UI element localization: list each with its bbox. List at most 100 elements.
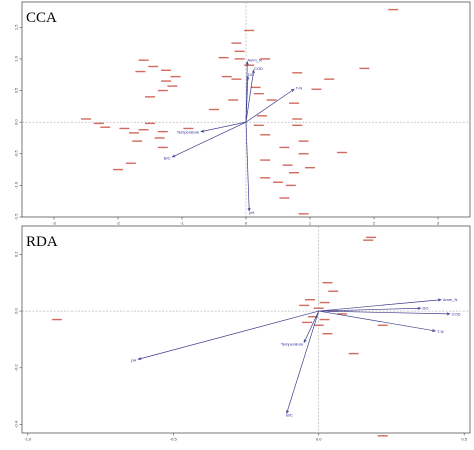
rda-env-vector-label: Amm_N (443, 297, 458, 302)
cca-env-vector-arrowhead (200, 129, 205, 133)
rda-env-vector-arrow (318, 307, 421, 312)
cca-species-point (337, 151, 347, 154)
rda-species-point (322, 333, 333, 335)
cca-species-point (253, 124, 264, 127)
rda-x-tick-label: 0.5 (461, 437, 467, 442)
rda-env-vector-label: T-N (437, 329, 444, 334)
rda-species-point (302, 321, 313, 324)
rda-env-vector-label: DO (423, 306, 429, 311)
cca-species-point (125, 162, 136, 164)
cca-species-point (266, 99, 277, 101)
cca-species-point (218, 56, 229, 59)
rda-env-vector-arrowhead (303, 339, 307, 344)
cca-env-vector-arrowhead (251, 69, 255, 74)
rda-panel-title: RDA (26, 234, 58, 250)
cca-env-vector-arrowhead (171, 154, 176, 158)
cca-species-point (257, 115, 267, 117)
cca-x-axis: -3 -2 -1 0 1 2 3 (52, 217, 440, 226)
rda-species-point (51, 318, 62, 321)
cca-y-axis: -1.5 -1.0 -0.5 0.0 0.5 1.0 1.5 (14, 24, 22, 220)
cca-species-point (305, 166, 315, 169)
cca-env-vector-arrow (245, 70, 255, 123)
cca-species-point (93, 122, 104, 125)
cca-species-point (154, 137, 165, 139)
cca-species-point (231, 42, 242, 44)
cca-species-point (132, 140, 143, 142)
cca-y-tick-label: -0.5 (14, 150, 19, 158)
cca-env-vector-arrow (245, 76, 249, 123)
cca-species-point (289, 172, 299, 174)
cca-env-vector-label: DO (248, 72, 254, 77)
cca-panel-title: CCA (26, 10, 57, 26)
cca-y-tick-label: -1.0 (14, 181, 19, 189)
cca-species-point (145, 122, 155, 125)
cca-species-point (138, 129, 149, 131)
cca-env-vector-arrowhead (246, 75, 250, 80)
cca-species-point (119, 127, 130, 130)
cca-species-point (260, 159, 271, 161)
rda-reference-lines (22, 226, 470, 433)
rda-env-vector-arrowhead (137, 357, 142, 361)
cca-env-vector-arrow (245, 122, 250, 211)
cca-env-vector-label: pH (249, 210, 254, 215)
rda-env-vector-arrowhead (432, 329, 436, 332)
cca-species-point (221, 75, 232, 78)
cca-species-point (161, 69, 171, 71)
cca-panel: CCA -3 -2 -1 0 1 2 3 -1.5-1.0-0.50.00.51.01.5 … (14, 1, 471, 226)
cca-env-vector-arrow (201, 121, 247, 132)
cca-species-point (260, 177, 271, 179)
cca-species-point (209, 108, 219, 111)
cca-y-tick-label: 1.5 (14, 24, 19, 30)
rda-species-point (328, 290, 339, 292)
cca-species-point (298, 153, 309, 155)
cca-y-tick-label: 1.0 (14, 55, 19, 61)
rda-env-vector-arrow (318, 299, 441, 312)
rda-env-vector-arrowhead (437, 298, 442, 302)
cca-env-vector-arrow (172, 121, 247, 158)
rda-species-point (377, 435, 388, 437)
cca-species-point (167, 85, 178, 87)
cca-species-point (234, 58, 245, 60)
cca-species-point (244, 29, 255, 32)
rda-species-point (363, 239, 374, 241)
cca-species-point (100, 126, 111, 128)
cca-species-point (311, 88, 322, 90)
rda-x-tick-label: -1.0 (24, 437, 32, 442)
cca-x-tick-label: 2 (373, 221, 376, 226)
cca-x-tick-label: 3 (437, 221, 440, 226)
cca-species-point (292, 118, 303, 120)
cca-species-point (81, 118, 91, 120)
cca-env-vector-label: Temperature (177, 130, 200, 135)
cca-species-point (282, 164, 293, 166)
rda-species-point (319, 318, 330, 321)
rda-panel: RDA -1.0 -0.5 0.0 0.5 -0.4 -0.2 0.0 0.2 Amm_N D… (14, 225, 471, 442)
rda-env-vector-arrow (138, 310, 319, 360)
rda-plot-frame (21, 225, 471, 434)
cca-env-vector-arrow (245, 88, 295, 123)
rda-species-points (51, 236, 388, 437)
cca-species-point (292, 124, 303, 127)
cca-env-vector-label: Amm_N (247, 58, 262, 63)
cca-species-point (113, 168, 123, 171)
cca-species-point (157, 89, 168, 92)
rda-species-point (299, 304, 310, 307)
rda-y-tick-label: 0.0 (14, 308, 19, 314)
cca-species-point (148, 65, 159, 68)
rda-env-vector-arrow (303, 310, 320, 343)
cca-species-point (145, 96, 155, 98)
cca-species-point (183, 127, 194, 130)
cca-y-tick-label: 0.0 (14, 119, 19, 125)
cca-species-point (292, 72, 303, 74)
rda-env-vector-arrowhead (446, 312, 451, 316)
cca-species-point (129, 132, 139, 134)
cca-species-point (161, 80, 171, 82)
cca-species-point (170, 75, 181, 78)
rda-species-point (307, 316, 318, 318)
cca-species-point (157, 146, 168, 149)
cca-species-point (253, 92, 264, 95)
cca-species-point (273, 181, 283, 183)
cca-x-tick-label: -2 (116, 221, 120, 226)
cca-env-vector-label: B/C (164, 155, 171, 160)
rda-env-vector-label: B/C (286, 413, 293, 418)
